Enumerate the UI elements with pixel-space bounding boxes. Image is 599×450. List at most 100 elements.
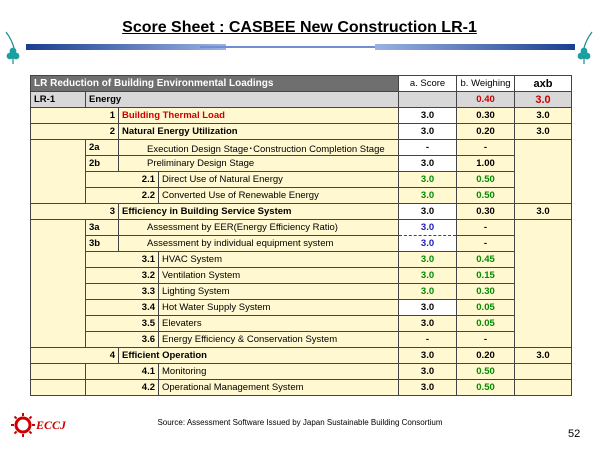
row-score: 3.0 xyxy=(398,235,458,252)
row-weight: 0.50 xyxy=(456,379,516,396)
row-label: Natural Energy Utilization xyxy=(117,123,400,140)
row-score: 3.0 xyxy=(398,251,458,268)
row-weight: 0.30 xyxy=(456,203,516,220)
row-number: 3.1 xyxy=(85,251,159,268)
table-row: 3b Assessment by individual equipment sy… xyxy=(31,235,572,252)
row-weight: - xyxy=(456,139,516,156)
row-number: 4.2 xyxy=(85,379,159,396)
row-score: 3.0 xyxy=(398,171,458,188)
row-label: HVAC System xyxy=(157,251,400,268)
row-axb: 3.0 xyxy=(514,123,573,140)
page-title: Score Sheet : CASBEE New Construction LR… xyxy=(122,19,477,36)
table-row: 2 Natural Energy Utilization 3.0 0.20 3.… xyxy=(30,123,573,140)
category-axb: 3.0 xyxy=(514,91,573,108)
row-label: Energy Efficiency & Conservation System xyxy=(157,331,400,348)
row-weight: 0.20 xyxy=(456,123,516,140)
row-label: Direct Use of Natural Energy xyxy=(157,171,400,188)
row-weight: 0.50 xyxy=(456,187,516,204)
category-code: LR-1 xyxy=(30,91,86,108)
row-score: - xyxy=(398,139,458,156)
row-weight: - xyxy=(456,219,516,236)
row-axb: 3.0 xyxy=(514,347,573,364)
table-row: 2.2 Converted Use of Renewable Energy 3.… xyxy=(31,187,572,204)
table-row: 1 Building Thermal Load 3.0 0.30 3.0 xyxy=(30,107,573,124)
row-axb-empty xyxy=(514,379,573,396)
row-score: 3.0 xyxy=(398,315,458,332)
row-number: 3.2 xyxy=(85,267,159,284)
row-axb-empty xyxy=(514,219,573,348)
table-row: 3.3 Lighting System 3.0 0.30 xyxy=(31,283,572,300)
row-score: 3.0 xyxy=(398,347,458,364)
row-score: 3.0 xyxy=(398,107,458,124)
row-number: 3.5 xyxy=(85,315,159,332)
row-code: 2b xyxy=(85,155,119,172)
row-label: Hot Water Supply System xyxy=(157,299,400,316)
table-row: 3.1 HVAC System 3.0 0.45 xyxy=(31,251,572,268)
row-axb: 3.0 xyxy=(514,107,573,124)
row-score: 3.0 xyxy=(398,187,458,204)
table-row: 4.2 Operational Management System 3.0 0.… xyxy=(30,379,573,396)
row-number: 4 xyxy=(30,347,119,364)
row-axb-empty xyxy=(514,363,573,380)
table-row: 3.6 Energy Efficiency & Conservation Sys… xyxy=(31,331,572,348)
row-score: 3.0 xyxy=(398,363,458,380)
row-label: Converted Use of Renewable Energy xyxy=(157,187,400,204)
row-number: 2.2 xyxy=(85,187,159,204)
table-row: 2.1 Direct Use of Natural Energy 3.0 0.5… xyxy=(31,171,572,188)
table-row: 2b Preliminary Design Stage 3.0 1.00 xyxy=(31,155,572,172)
table-row: 3.5 Elevaters 3.0 0.05 xyxy=(31,315,572,332)
row-label: Preliminary Design Stage xyxy=(117,155,400,172)
row-weight: 0.05 xyxy=(456,315,516,332)
table-row: 3a Assessment by EER(Energy Efficiency R… xyxy=(30,219,573,348)
indent-cell xyxy=(30,139,86,204)
row-label: Efficient Operation xyxy=(117,347,400,364)
row-code: 2a xyxy=(85,139,119,156)
row-score: - xyxy=(398,331,458,348)
row-number: 4.1 xyxy=(85,363,159,380)
table-row: 3.4 Hot Water Supply System 3.0 0.05 xyxy=(31,299,572,316)
category-score xyxy=(398,91,458,108)
indent-cell xyxy=(30,363,86,380)
table-row: 3 Efficiency in Building Service System … xyxy=(30,203,573,220)
title-band-right xyxy=(375,44,575,50)
row-code: 3b xyxy=(85,235,119,252)
category-row: LR-1 Energy 0.40 3.0 xyxy=(30,91,573,108)
row-label: Efficiency in Building Service System xyxy=(117,203,400,220)
category-weight: 0.40 xyxy=(456,91,516,108)
row-score: 3.0 xyxy=(398,123,458,140)
table-row: 4 Efficient Operation 3.0 0.20 3.0 xyxy=(30,347,573,364)
row-score: 3.0 xyxy=(398,299,458,316)
row-axb: 3.0 xyxy=(514,203,573,220)
table-row: 3.2 Ventilation System 3.0 0.15 xyxy=(31,267,572,284)
row-label: Lighting System xyxy=(157,283,400,300)
row-label: Operational Management System xyxy=(157,379,400,396)
row-label: Monitoring xyxy=(157,363,400,380)
row-label: Assessment by individual equipment syste… xyxy=(117,235,400,252)
source-footnote: Source: Assessment Software Issued by Ja… xyxy=(157,418,443,427)
row-weight: 0.15 xyxy=(456,267,516,284)
row-label: Elevaters xyxy=(157,315,400,332)
eccj-logo-text: ECCJ xyxy=(36,418,67,432)
row-number: 2 xyxy=(30,123,119,140)
title-band-left xyxy=(26,44,226,50)
row-number: 1 xyxy=(30,107,119,124)
row-weight: 1.00 xyxy=(456,155,516,172)
section-header: LR Reduction of Building Environmental L… xyxy=(29,75,400,92)
row-number: 3.6 xyxy=(85,331,159,348)
row-score: 3.0 xyxy=(398,267,458,284)
row-score: 3.0 xyxy=(398,155,458,172)
row-weight: - xyxy=(456,331,516,348)
row-number: 2.1 xyxy=(85,171,159,188)
row-score: 3.0 xyxy=(398,379,458,396)
row-label: Building Thermal Load xyxy=(117,107,400,124)
row-score: 3.0 xyxy=(398,203,458,220)
row-weight: 0.30 xyxy=(456,283,516,300)
row-weight: 0.30 xyxy=(456,107,516,124)
table-row: 4.1 Monitoring 3.0 0.50 xyxy=(30,363,573,380)
row-label: Assessment by EER(Energy Efficiency Rati… xyxy=(117,219,400,236)
row-weight: 0.05 xyxy=(456,299,516,316)
row-weight: 0.50 xyxy=(456,171,516,188)
row-axb-empty xyxy=(514,139,573,204)
category-name: Energy xyxy=(84,91,400,108)
score-sheet-table: LR Reduction of Building Environmental L… xyxy=(29,75,573,396)
